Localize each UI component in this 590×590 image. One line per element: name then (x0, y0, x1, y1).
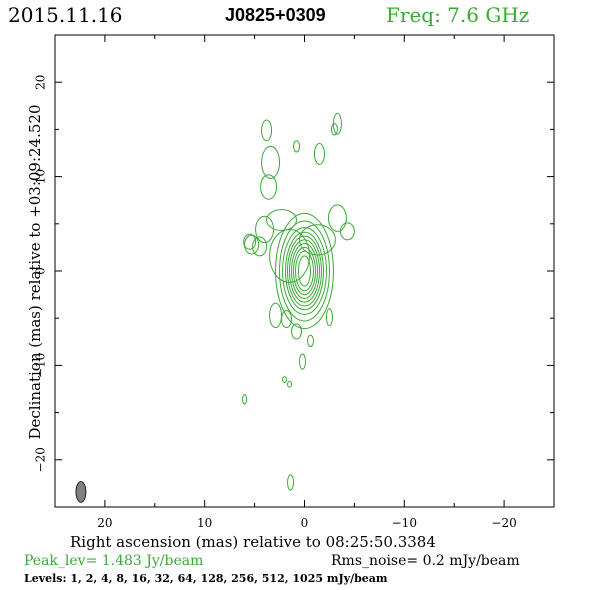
y-tick-label: 0 (34, 267, 48, 275)
jet-component-contour-12 (293, 140, 301, 153)
core-contour-10 (275, 212, 334, 330)
contour-layer (242, 112, 355, 491)
jet-component-contour-13 (313, 143, 325, 165)
jet-component-contour-24 (287, 380, 293, 388)
jet-component-contour-25 (242, 394, 248, 405)
core-contour-9 (279, 220, 330, 322)
jet-component-contour-22 (299, 353, 306, 370)
core-contour-6 (287, 235, 322, 307)
jet-component-contour-15 (332, 112, 342, 135)
jet-component-contour-8 (243, 233, 257, 250)
jet-component-contour-26 (287, 474, 295, 491)
jet-component-contour-16 (244, 234, 260, 255)
date-label: 2015.11.16 (8, 3, 123, 27)
axis-ticks (55, 35, 554, 507)
jet-component-contour-18 (281, 310, 293, 329)
x-tick-label: 0 (301, 516, 309, 530)
source-name: J0825+0309 (225, 5, 326, 25)
jet-component-contour-20 (291, 323, 303, 340)
y-tick-label: 10 (34, 169, 48, 184)
core-contour-7 (285, 231, 324, 311)
jet-component-contour-9 (261, 145, 281, 179)
jet-component-contour-5 (339, 222, 355, 241)
frequency-label: Freq: 7.6 GHz (386, 3, 530, 27)
jet-component-contour-4 (327, 204, 347, 232)
jet-component-contour-19 (325, 308, 333, 327)
jet-component-contour-11 (261, 119, 273, 142)
y-tick-label: −10 (34, 353, 48, 378)
jet-component-contour-1 (269, 228, 310, 283)
peak-level: Peak_lev= 1.483 Jy/beam (24, 553, 204, 569)
axis-tick-labels: 20 10 0 −10 −20 20 10 0 −10 −20 (34, 75, 517, 530)
beam-layer (75, 481, 87, 503)
rms-noise: Rms_noise= 0.2 mJy/beam (331, 553, 520, 569)
y-axis-label: Declination (mas) relative to +03:09:24.… (26, 104, 44, 440)
core-contour-2 (295, 250, 314, 292)
jet-component-contour-10 (260, 174, 278, 200)
contour-levels: Levels: 1, 2, 4, 8, 16, 32, 64, 128, 256… (24, 572, 388, 585)
core-contour-3 (293, 246, 316, 296)
y-tick-label: 20 (34, 75, 48, 90)
core-contour-5 (289, 239, 320, 303)
core-contour-8 (282, 227, 327, 315)
jet-component-contour-14 (330, 123, 338, 136)
plot-frame (54, 34, 555, 508)
core-contour-1 (298, 255, 311, 287)
x-tick-label: 10 (197, 516, 212, 530)
core-contour-4 (291, 243, 318, 299)
x-tick-label: −20 (491, 516, 516, 530)
x-axis-label: Right ascension (mas) relative to 08:25:… (70, 533, 436, 551)
jet-component-contour-21 (306, 334, 314, 348)
x-tick-label: 20 (97, 516, 112, 530)
jet-component-contour-17 (269, 302, 283, 329)
y-tick-label: −20 (34, 447, 48, 472)
beam-ellipse (75, 481, 87, 503)
jet-component-contour-7 (252, 236, 268, 257)
jet-component-contour-23 (282, 376, 288, 383)
x-tick-label: −10 (392, 516, 417, 530)
jet-component-contour-6 (255, 215, 275, 244)
jet-component-contour-3 (266, 209, 298, 231)
jet-component-contour-2 (299, 224, 336, 256)
